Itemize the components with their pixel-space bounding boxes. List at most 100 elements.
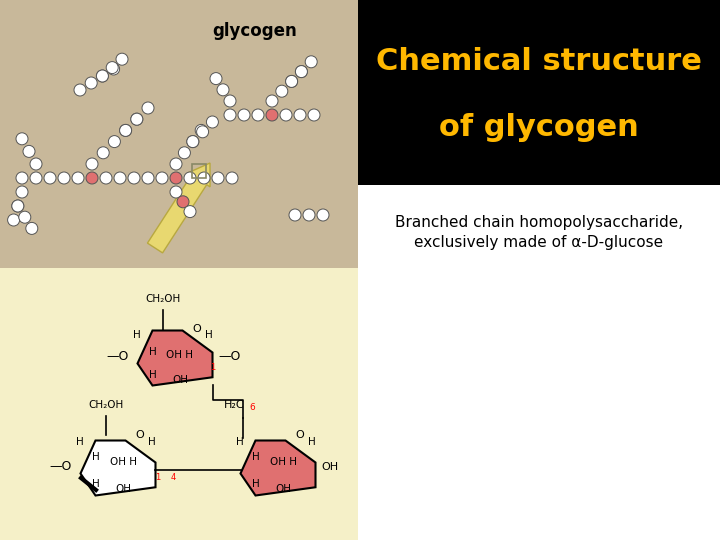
Circle shape bbox=[96, 70, 109, 82]
Circle shape bbox=[96, 70, 109, 82]
Circle shape bbox=[120, 124, 132, 137]
Text: H: H bbox=[148, 437, 156, 447]
Text: OH: OH bbox=[321, 462, 338, 472]
Text: OH: OH bbox=[275, 484, 291, 494]
Circle shape bbox=[30, 172, 42, 184]
Circle shape bbox=[114, 172, 126, 184]
Circle shape bbox=[305, 56, 318, 68]
Bar bbox=[192, 164, 206, 178]
Circle shape bbox=[238, 109, 250, 121]
Circle shape bbox=[303, 209, 315, 221]
Circle shape bbox=[142, 172, 154, 184]
Circle shape bbox=[170, 172, 182, 184]
Circle shape bbox=[116, 53, 128, 65]
Circle shape bbox=[212, 172, 224, 184]
Text: H: H bbox=[149, 370, 157, 380]
Circle shape bbox=[177, 196, 189, 208]
Circle shape bbox=[266, 109, 278, 121]
Bar bbox=[0, 268, 358, 540]
Circle shape bbox=[156, 172, 168, 184]
Circle shape bbox=[184, 206, 196, 218]
Circle shape bbox=[86, 172, 98, 184]
Text: 6: 6 bbox=[249, 403, 255, 412]
Circle shape bbox=[195, 124, 207, 137]
Circle shape bbox=[44, 172, 56, 184]
Circle shape bbox=[295, 65, 307, 78]
Circle shape bbox=[226, 172, 238, 184]
Circle shape bbox=[131, 113, 143, 125]
Text: H: H bbox=[92, 452, 100, 462]
Text: H: H bbox=[252, 452, 260, 462]
Circle shape bbox=[30, 158, 42, 170]
Circle shape bbox=[252, 109, 264, 121]
Circle shape bbox=[72, 172, 84, 184]
Circle shape bbox=[16, 172, 28, 184]
Circle shape bbox=[8, 214, 19, 226]
Circle shape bbox=[85, 77, 97, 89]
Circle shape bbox=[107, 63, 120, 75]
Text: H: H bbox=[149, 347, 157, 357]
Circle shape bbox=[210, 72, 222, 85]
Circle shape bbox=[128, 172, 140, 184]
Polygon shape bbox=[138, 330, 212, 386]
Circle shape bbox=[286, 76, 297, 87]
Polygon shape bbox=[240, 441, 315, 496]
Circle shape bbox=[280, 109, 292, 121]
Text: OH: OH bbox=[115, 484, 131, 494]
Bar bbox=[358, 0, 720, 185]
Circle shape bbox=[294, 109, 306, 121]
Circle shape bbox=[142, 102, 154, 114]
Text: 1: 1 bbox=[156, 473, 161, 482]
Circle shape bbox=[198, 172, 210, 184]
Circle shape bbox=[86, 158, 98, 170]
Text: glycogen: glycogen bbox=[212, 22, 297, 40]
Text: CH₂OH: CH₂OH bbox=[89, 400, 124, 410]
Text: H: H bbox=[252, 479, 260, 489]
Polygon shape bbox=[81, 441, 156, 496]
Text: H₂C: H₂C bbox=[224, 400, 244, 410]
Circle shape bbox=[197, 126, 209, 138]
Text: H: H bbox=[92, 479, 100, 489]
Circle shape bbox=[74, 84, 86, 96]
Circle shape bbox=[26, 222, 37, 234]
Text: H: H bbox=[133, 330, 141, 340]
Circle shape bbox=[120, 124, 132, 137]
Circle shape bbox=[184, 172, 196, 184]
Text: OH: OH bbox=[172, 375, 188, 385]
FancyArrow shape bbox=[148, 163, 210, 253]
Circle shape bbox=[170, 158, 182, 170]
Text: H: H bbox=[308, 437, 316, 447]
Circle shape bbox=[217, 84, 229, 96]
Circle shape bbox=[224, 109, 236, 121]
Text: of glycogen: of glycogen bbox=[439, 113, 639, 143]
Circle shape bbox=[16, 186, 28, 198]
Circle shape bbox=[16, 133, 28, 145]
Circle shape bbox=[186, 136, 199, 147]
Text: OH H: OH H bbox=[269, 457, 297, 467]
Text: O: O bbox=[193, 324, 202, 334]
Circle shape bbox=[12, 200, 24, 212]
Circle shape bbox=[23, 145, 35, 157]
Bar bbox=[358, 185, 720, 540]
Circle shape bbox=[58, 172, 70, 184]
Circle shape bbox=[100, 172, 112, 184]
Text: Branched chain homopolysaccharide,: Branched chain homopolysaccharide, bbox=[395, 214, 683, 230]
Text: —O: —O bbox=[107, 350, 129, 363]
Text: CH₂OH: CH₂OH bbox=[145, 294, 181, 304]
Circle shape bbox=[131, 113, 143, 125]
Text: O: O bbox=[135, 430, 145, 440]
Circle shape bbox=[19, 211, 31, 223]
Circle shape bbox=[186, 136, 199, 147]
Text: H: H bbox=[236, 437, 244, 447]
Text: 1: 1 bbox=[210, 363, 215, 372]
Text: H: H bbox=[205, 330, 213, 340]
Circle shape bbox=[207, 116, 218, 128]
Circle shape bbox=[295, 65, 307, 78]
Circle shape bbox=[317, 209, 329, 221]
Circle shape bbox=[308, 109, 320, 121]
Text: Chemical structure: Chemical structure bbox=[376, 48, 702, 77]
Text: OH H: OH H bbox=[109, 457, 137, 467]
Text: 4: 4 bbox=[171, 473, 176, 482]
Circle shape bbox=[266, 95, 278, 107]
Text: O: O bbox=[296, 430, 305, 440]
